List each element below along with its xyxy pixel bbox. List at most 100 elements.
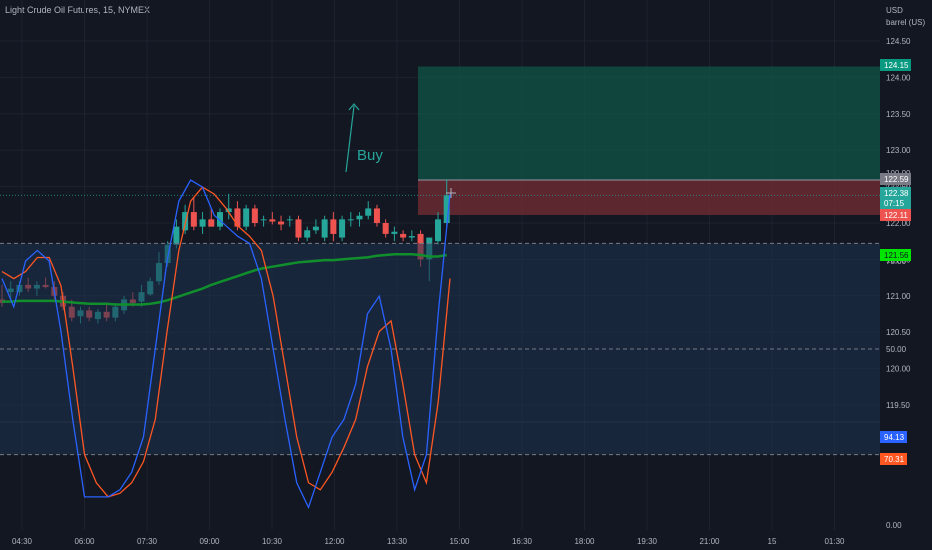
currency-label: USD <box>886 6 903 15</box>
stop-zone[interactable] <box>418 180 880 215</box>
candle-body <box>400 233 407 238</box>
candle <box>217 208 223 231</box>
candle <box>321 215 328 242</box>
target-price-tag: 124.15 <box>880 59 911 71</box>
bar-countdown-text: 07:15 <box>884 199 905 208</box>
time-tick-label: 15:00 <box>449 537 470 546</box>
time-tick-label: 12:00 <box>324 537 345 546</box>
candle <box>225 193 232 220</box>
candle-body <box>182 212 189 231</box>
time-tick-label: 01:30 <box>824 537 845 546</box>
candle <box>356 212 363 227</box>
candle-body <box>190 212 197 227</box>
candle <box>435 212 441 245</box>
candle-body <box>330 219 337 234</box>
price-axis[interactable]: 124.50124.00123.50123.00122.50122.00121.… <box>886 37 911 410</box>
candle <box>286 215 293 227</box>
candle <box>278 215 285 231</box>
oscillator-tick-label: 0.00 <box>886 521 902 530</box>
price-tick-label: 123.00 <box>886 146 911 155</box>
candle-body <box>199 219 206 227</box>
candle-body <box>286 219 293 221</box>
candle <box>190 197 197 231</box>
candle-body <box>435 219 441 242</box>
candle-body <box>373 208 380 223</box>
time-tick-label: 06:00 <box>74 537 95 546</box>
candle-body <box>225 208 232 213</box>
candle <box>400 230 407 242</box>
time-tick-label: 19:30 <box>637 537 658 546</box>
candle <box>251 204 258 227</box>
candle <box>330 212 337 242</box>
oscillator-k-line <box>1 179 451 510</box>
candle <box>339 215 346 242</box>
candle-body <box>382 223 389 234</box>
candle-body <box>278 221 285 225</box>
candle <box>408 230 415 242</box>
candle-body <box>208 219 215 227</box>
entry-price-tag: 122.59 <box>880 173 911 185</box>
candle <box>295 215 302 242</box>
time-tick-label: 04:30 <box>12 537 33 546</box>
candle <box>382 219 389 238</box>
stop-price-tag: 122.11 <box>880 209 911 221</box>
symbol-title: Light Crude Oil Futures, 15, NYMEX <box>5 5 151 15</box>
candle-body <box>347 219 354 221</box>
buy-annotation: Buy <box>357 147 383 164</box>
last-price-tag: 122.38 07:15 <box>880 187 911 209</box>
candle <box>391 226 398 242</box>
candle-body <box>295 219 302 238</box>
price-tick-label: 123.50 <box>886 110 911 119</box>
candle <box>269 212 276 225</box>
candle-body <box>217 212 223 227</box>
time-tick-label: 15 <box>768 537 777 546</box>
candle <box>365 201 372 220</box>
osc-k-text: 94.13 <box>884 433 905 442</box>
oscillator-d-line <box>1 186 451 498</box>
osc-k-tag: 94.13 <box>880 431 907 443</box>
candle <box>347 212 354 227</box>
candle-body <box>408 236 415 238</box>
oscillator-tick-label: 75.00 <box>886 257 907 266</box>
price-tick-label: 122.00 <box>886 219 911 228</box>
candle <box>208 208 215 227</box>
target-zone[interactable] <box>418 66 880 181</box>
candle-body <box>339 219 346 238</box>
candle <box>243 204 250 231</box>
candle-body <box>365 208 372 216</box>
price-tick-label: 120.50 <box>886 328 911 337</box>
candle <box>312 219 319 234</box>
ma-price-text: 121.56 <box>884 251 909 260</box>
time-axis[interactable]: 04:30 06:00 07:30 09:00 10:30 12:00 13:30 15:00… <box>12 537 845 546</box>
time-tick-label: 18:00 <box>574 537 595 546</box>
candle-body <box>234 208 241 227</box>
buy-arrow-head <box>348 103 360 111</box>
time-tick-label: 13:30 <box>387 537 408 546</box>
time-tick-label: 10:30 <box>262 537 283 546</box>
candle-body <box>356 215 363 220</box>
time-tick-label: 16:30 <box>512 537 533 546</box>
buy-arrow-shaft <box>345 105 355 173</box>
target-price-text: 124.15 <box>884 61 909 70</box>
price-tick-label: 124.50 <box>886 37 911 46</box>
candle <box>182 204 189 234</box>
time-tick-label: 07:30 <box>137 537 158 546</box>
crosshair-icon <box>446 188 456 198</box>
candle <box>260 215 267 227</box>
candle-body <box>173 226 180 245</box>
candle-body <box>243 208 250 227</box>
candle <box>304 226 311 242</box>
price-tick-label: 119.50 <box>886 401 910 410</box>
osc-d-text: 70.31 <box>884 455 905 464</box>
time-tick-label: 09:00 <box>199 537 220 546</box>
unit-label: barrel (US) <box>886 18 926 27</box>
candle-body <box>304 230 311 238</box>
candle-body <box>443 195 450 223</box>
candle <box>199 212 206 234</box>
last-price-text: 122.38 <box>884 189 909 198</box>
candle-body <box>312 226 319 231</box>
candle-body <box>251 208 258 223</box>
price-tick-label: 124.00 <box>886 73 911 82</box>
oscillator-band <box>0 243 880 455</box>
